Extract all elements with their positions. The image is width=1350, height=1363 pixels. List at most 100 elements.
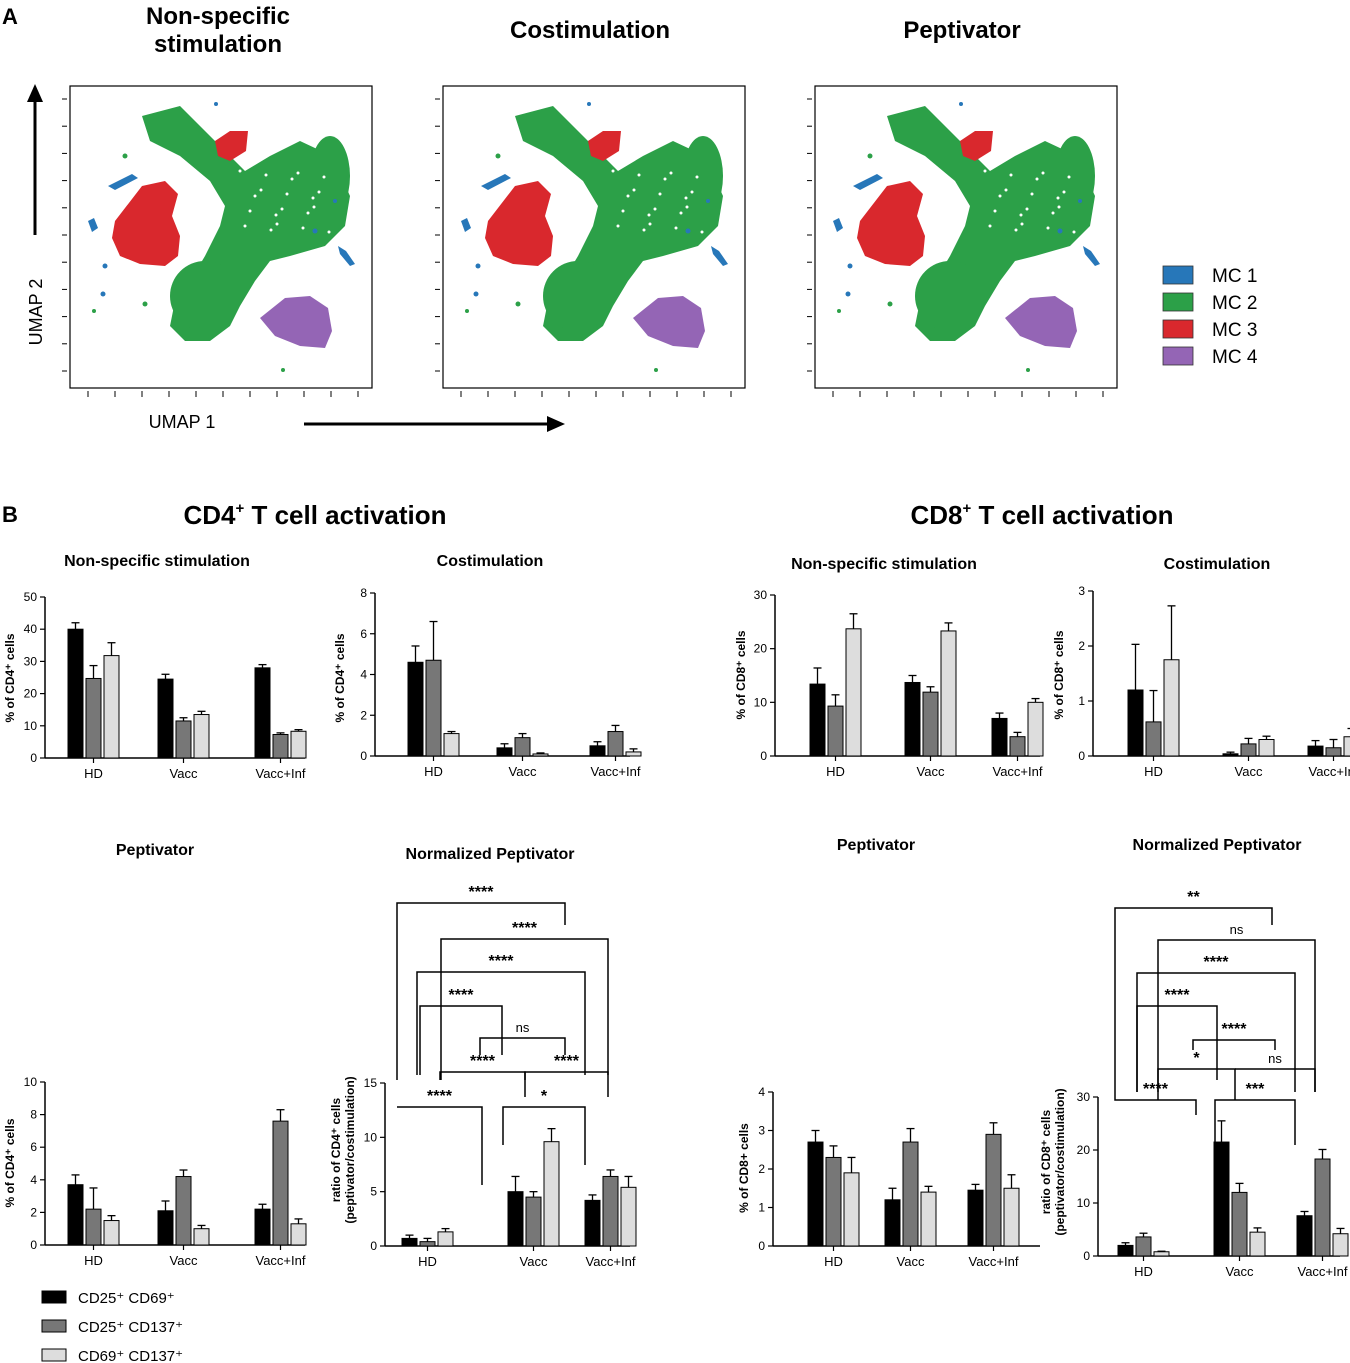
umap-cluster-mc1 [1057,228,1063,234]
y-tick-label: 0 [1083,1249,1090,1263]
umap-gap [993,209,997,213]
bar-vacc-3 [1258,739,1275,757]
y-tick-label: 10 [1077,1196,1091,1210]
chart-cd8_nonspec: Non-specific stimulation 0 10 20 30 % of CD8⁺… [734,556,1044,779]
umap-frame [69,85,373,389]
umap-gap [1057,205,1061,209]
y-tick-label: 1 [1078,694,1085,708]
x-tick-label: Vacc+Inf [591,764,641,779]
significance-bracket [1136,1005,1218,1092]
legend-swatch-mc3 [1162,319,1194,339]
y-axis-label: % of CD8+ cells [737,1123,751,1213]
umap-gap [253,194,257,198]
x-tick-label: Vacc [1226,1264,1254,1279]
bar-hd-3 [103,1220,120,1246]
bar-vacc-1 [904,681,921,757]
bar-hd-3 [1163,659,1180,757]
umap-gap [1009,173,1013,177]
significance-label: **** [512,920,538,937]
significance-bracket [416,971,586,1075]
umap-gap [312,205,316,209]
x-tick-label: Vacc+Inf [1309,764,1350,779]
significance-label: **** [489,953,515,970]
umap-gap [275,222,279,226]
umap-gap [238,169,242,173]
significance-bracket [440,938,609,1080]
bar-hd-1 [401,1237,418,1247]
x-tick-label: Vacc+Inf [993,764,1043,779]
bar-hd-3 [845,628,862,757]
bar-vacc-2 [525,1196,542,1247]
bar-hd-1 [807,1141,824,1247]
umap-cluster-mc1 [475,263,481,269]
umap-title: Peptivator [903,17,1020,44]
bar-vacc-inf-2 [272,1120,289,1246]
y-tick-label: 0 [758,1239,765,1253]
umap-cluster-mc1 [333,199,337,203]
bar-vacc-1 [1222,753,1239,757]
bar-hd-2 [825,1156,842,1247]
y-tick-label: 4 [30,1173,37,1187]
umap-gap [648,222,652,226]
umap-cluster-mc4 [1005,296,1077,348]
umap-gap [621,209,625,213]
umap-cluster-mc3 [588,131,621,161]
significance-label: **** [1204,954,1230,971]
chart-title: Non-specific stimulation [791,556,977,573]
x-tick-label: Vacc+Inf [256,766,306,781]
bar-vacc-inf-2 [985,1133,1002,1247]
significance-label: **** [1222,1021,1248,1038]
umap-cluster-mc2 [867,153,873,159]
x-tick-label: HD [418,1254,437,1269]
x-tick-label: Vacc [1235,764,1263,779]
series-legend-swatch-1 [41,1290,67,1304]
chart-cd4_pept: Peptivator 0 2 4 6 8 10 % of CD4⁺ cells HD Vacc Va… [3,842,307,1268]
bar-vacc-inf-1 [584,1199,601,1247]
umap-gap [274,213,278,217]
chart-cd4_nonspec: Non-specific stimulation 0 10 20 30 40 50 % of … [3,553,307,781]
significance-label: * [541,1088,548,1105]
umap-gap [690,190,694,194]
chart-cd8_norm: Normalized Peptivator 0 10 20 30 ratio of CD8… [1039,837,1349,1279]
y-tick-label: 0 [1078,749,1085,763]
umap-cluster-mc4 [633,296,705,348]
y-tick-label: 30 [754,588,768,602]
umap-gap [269,228,273,232]
umap-cluster-mc1 [833,218,843,232]
y-tick-label: 0 [30,751,37,765]
significance-label: * [1193,1050,1200,1067]
umap-cluster-mc2 [515,301,521,307]
umap-gap [647,213,651,217]
bar-hd-1 [809,683,826,757]
bar-vacc-2 [175,1176,192,1246]
umap-gap [1056,196,1060,200]
chart-cd8_pept: Peptivator 0 1 2 3 4 % of CD8+ cells HD Vacc Vacc… [737,837,1040,1269]
bar-vacc-inf-3 [1027,701,1044,757]
umap-gap [248,209,252,213]
bar-hd-2 [419,1241,436,1247]
umap-cluster-mc1 [1083,246,1100,266]
bar-vacc-inf-3 [1003,1187,1020,1247]
bar-hd-1 [67,1184,84,1246]
x-tick-label: Vacc [897,1254,925,1269]
umap-cluster-mc2 [310,136,350,216]
umap-cluster-mc1 [88,218,98,232]
umap-gap [1072,230,1076,234]
umap-cluster-mc1 [473,291,479,297]
umap-cluster-mc2 [122,153,128,159]
significance-bracket [396,902,566,1080]
bar-vacc-1 [884,1199,901,1247]
bar-hd-2 [85,677,102,759]
bar-vacc-inf-1 [1296,1215,1313,1257]
significance-bracket [1157,939,1316,1092]
umap-gap [1030,192,1034,196]
umap-gap [322,175,326,179]
umap-gap [1062,190,1066,194]
significance-bracket [439,1071,526,1080]
umap-ylabel: UMAP 2 [26,279,46,346]
umap-gap [983,169,987,173]
bar-hd-3 [843,1172,860,1247]
umap-cluster-mc1 [587,102,591,106]
umap-cluster-mc2 [654,368,658,372]
series-legend-label-2: CD25⁺ CD137⁺ [78,1319,183,1336]
